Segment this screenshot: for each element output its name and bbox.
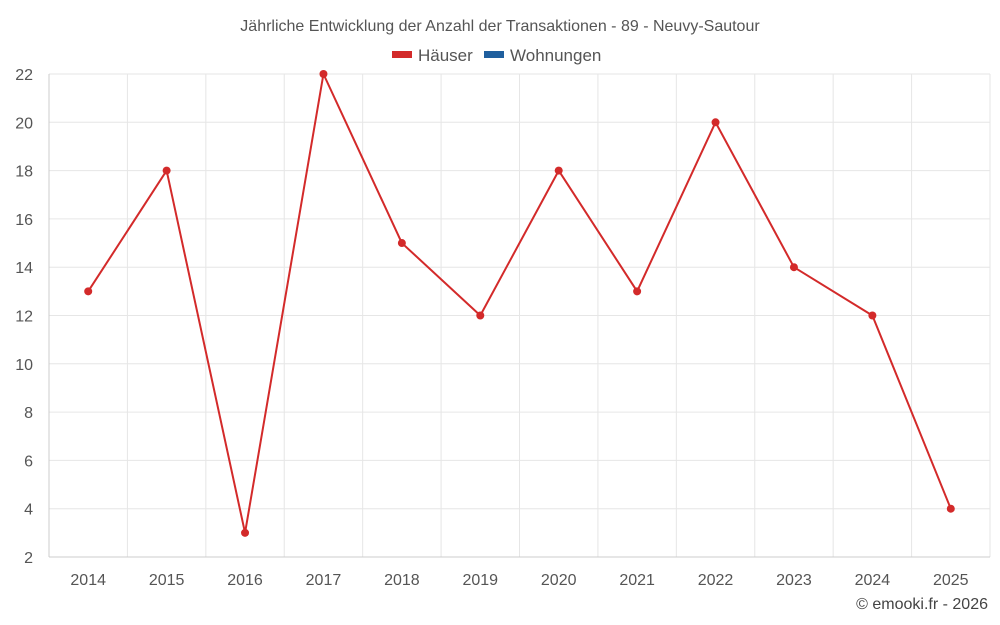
y-tick-label: 16	[15, 212, 33, 229]
data-point-haeuser[interactable]	[633, 287, 642, 296]
y-tick-label: 22	[15, 67, 33, 84]
data-point-haeuser[interactable]	[162, 166, 171, 175]
y-tick-label: 14	[15, 260, 33, 277]
legend-swatch-wohnungen	[484, 51, 504, 58]
data-point-haeuser[interactable]	[946, 504, 955, 513]
legend-label-wohnungen: Wohnungen	[510, 46, 601, 65]
y-tick-label: 10	[15, 357, 33, 374]
data-point-haeuser[interactable]	[476, 311, 485, 320]
x-tick-label: 2015	[149, 572, 185, 589]
y-tick-label: 18	[15, 164, 33, 181]
x-tick-label: 2014	[70, 572, 106, 589]
legend-swatch-haeuser	[392, 51, 412, 58]
y-tick-label: 2	[24, 550, 33, 567]
data-point-haeuser[interactable]	[397, 239, 406, 248]
x-tick-label: 2023	[776, 572, 812, 589]
x-tick-label: 2022	[698, 572, 734, 589]
y-tick-label: 12	[15, 309, 33, 326]
data-point-haeuser[interactable]	[84, 287, 93, 296]
y-tick-label: 20	[15, 115, 33, 132]
series-haeuser	[84, 70, 955, 537]
legend-item-wohnungen[interactable]: Wohnungen	[484, 46, 601, 65]
data-point-haeuser[interactable]	[868, 311, 877, 320]
x-tick-label: 2019	[462, 572, 498, 589]
x-tick-label: 2018	[384, 572, 420, 589]
chart-title: Jährliche Entwicklung der Anzahl der Tra…	[240, 18, 760, 35]
data-point-haeuser[interactable]	[711, 118, 720, 127]
grid	[48, 73, 991, 558]
x-tick-label: 2017	[306, 572, 342, 589]
data-point-haeuser[interactable]	[241, 528, 250, 537]
legend-label-haeuser: Häuser	[418, 46, 473, 65]
legend-item-haeuser[interactable]: Häuser	[392, 46, 473, 65]
x-tick-label: 2020	[541, 572, 577, 589]
series-line-haeuser	[87, 73, 952, 534]
data-point-haeuser[interactable]	[789, 263, 798, 272]
data-point-haeuser[interactable]	[554, 166, 563, 175]
x-tick-label: 2024	[855, 572, 891, 589]
y-tick-label: 8	[24, 405, 33, 422]
y-tick-label: 4	[24, 502, 33, 519]
data-point-haeuser[interactable]	[319, 70, 328, 78]
legend[interactable]: Häuser Wohnungen	[392, 46, 601, 65]
x-tick-label: 2021	[619, 572, 655, 589]
x-tick-label: 2016	[227, 572, 263, 589]
y-tick-label: 6	[24, 453, 33, 470]
x-tick-label: 2025	[933, 572, 969, 589]
copyright-footer: © emooki.fr - 2026	[856, 596, 988, 613]
